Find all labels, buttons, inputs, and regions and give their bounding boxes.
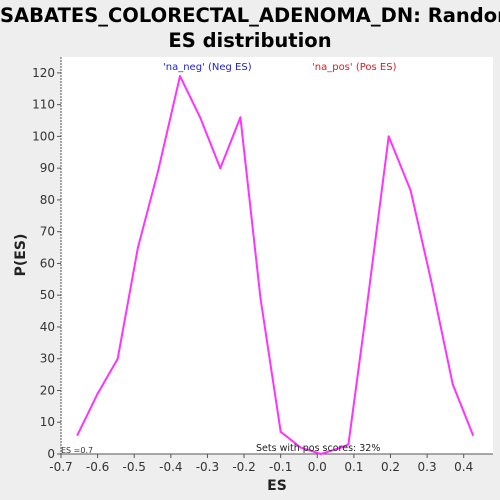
data-point [219, 167, 222, 170]
legend-neg: 'na_neg' (Neg ES) [163, 62, 252, 73]
x-tick-label: -0.3 [196, 460, 219, 474]
y-tick-label: 50 [40, 288, 55, 302]
data-point [387, 135, 390, 138]
y-tick-label: 0 [47, 447, 55, 461]
y-tick-label: 10 [40, 415, 55, 429]
data-point [157, 170, 160, 173]
x-tick-label: -0.5 [123, 460, 146, 474]
data-point [451, 383, 454, 386]
y-tick-label: 90 [40, 161, 55, 175]
x-tick-label: 0.2 [381, 460, 400, 474]
data-point [136, 246, 139, 249]
x-tick-label: -0.2 [232, 460, 255, 474]
data-point [299, 446, 302, 449]
x-axis: -0.7 -0.6 -0.5 -0.4 -0.3 -0.2 -0.1 0.0 0.1 0.2 0.3… [49, 454, 473, 474]
x-tick-label: -0.7 [49, 460, 72, 474]
x-tick-label: -0.4 [159, 460, 182, 474]
x-tick-label: 0.3 [418, 460, 437, 474]
data-point [429, 278, 432, 281]
x-tick-label: 0.1 [344, 460, 363, 474]
data-point [409, 189, 412, 192]
chart-title: SABATES_COLORECTAL_ADENOMA_DN: Random ES… [0, 3, 500, 53]
data-point [471, 433, 474, 436]
data-point [279, 430, 282, 433]
y-tick-label: 120 [32, 66, 55, 80]
plot-area [61, 57, 493, 454]
data-point [319, 453, 322, 455]
annotation-pos-scores: Sets with pos scores: 32% [256, 443, 380, 454]
y-tick-label: 60 [40, 256, 55, 270]
x-axis-title: ES [267, 478, 287, 494]
data-point [116, 357, 119, 360]
data-point [76, 433, 79, 436]
y-tick-label: 30 [40, 352, 55, 366]
data-point [259, 297, 262, 300]
data-point [365, 306, 368, 309]
y-tick-label: 80 [40, 193, 55, 207]
data-point [340, 446, 343, 449]
x-tick-label: -0.6 [86, 460, 109, 474]
x-tick-label: 0.0 [308, 460, 327, 474]
annotation-es: ES =0.7 [61, 446, 93, 455]
data-point [96, 392, 99, 395]
data-point [347, 443, 350, 446]
y-tick-label: 100 [32, 129, 55, 143]
y-axis-title: P(ES) [13, 234, 29, 277]
data-point [178, 75, 181, 78]
y-tick-label: 110 [32, 98, 55, 112]
y-tick-label: 40 [40, 320, 55, 334]
chart-title-line-1: SABATES_COLORECTAL_ADENOMA_DN: Random [0, 4, 500, 27]
data-point [199, 116, 202, 119]
y-tick-label: 70 [40, 225, 55, 239]
y-axis: 0 10 20 30 40 50 60 70 80 90 100 110 120 [32, 66, 61, 461]
y-tick-label: 20 [40, 383, 55, 397]
data-point [239, 116, 242, 119]
x-tick-label: -0.1 [269, 460, 292, 474]
x-tick-label: 0.4 [454, 460, 473, 474]
chart-title-line-2: ES distribution [168, 29, 332, 52]
series-group [76, 75, 474, 455]
legend-pos: 'na_pos' (Pos ES) [312, 62, 397, 73]
